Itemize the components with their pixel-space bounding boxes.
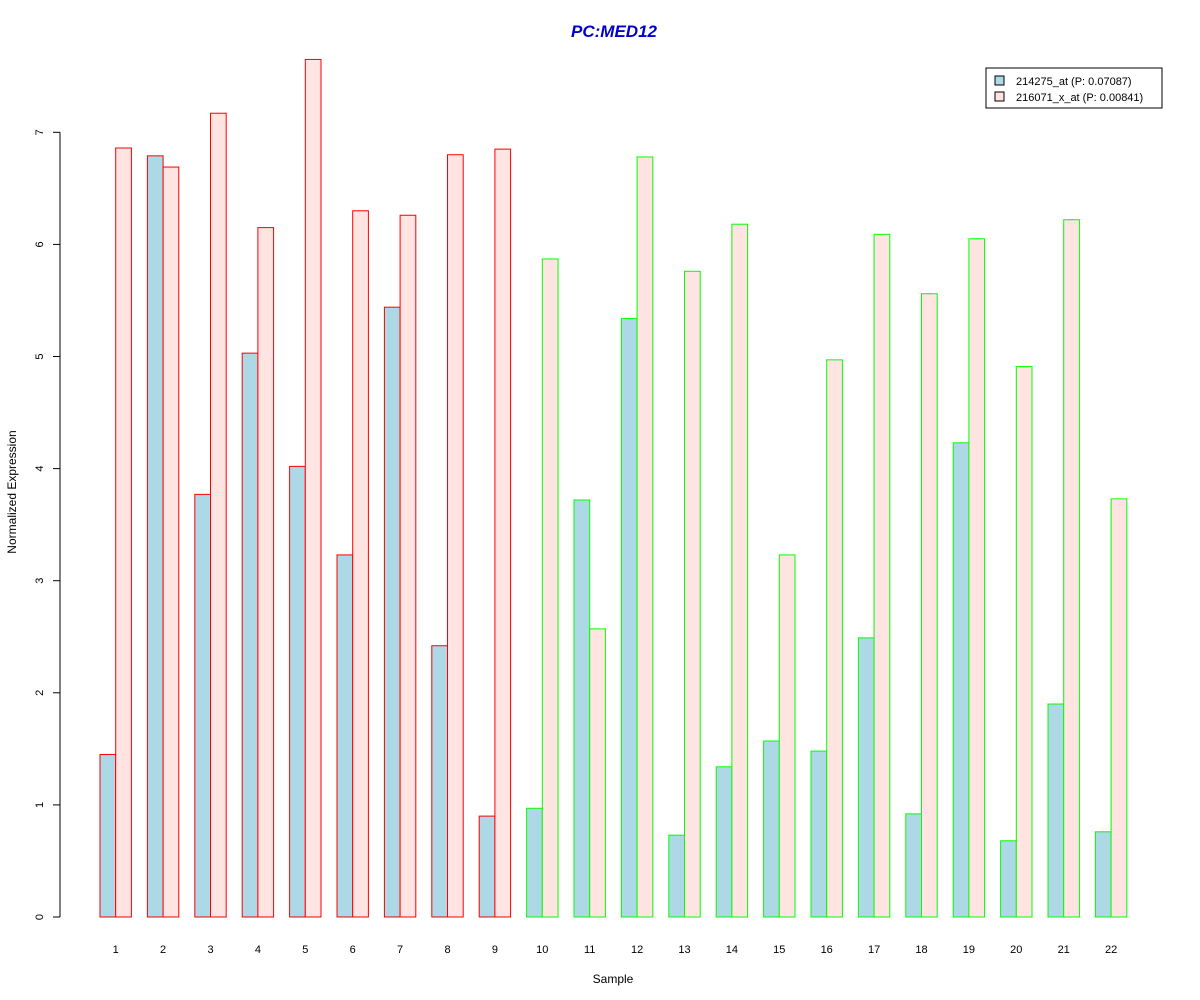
bar-series2-sample-11 xyxy=(589,628,606,918)
bar-series1-sample-7 xyxy=(383,306,401,918)
x-tick-label: 3 xyxy=(207,944,213,956)
bar-series1-sample-11 xyxy=(573,499,591,918)
x-tick-label: 20 xyxy=(1010,944,1022,956)
bar-series1-sample-8 xyxy=(431,645,448,918)
y-tick-label: 1 xyxy=(34,802,46,808)
bar-series1-sample-3 xyxy=(194,493,212,918)
bar-series1-sample-12 xyxy=(620,317,638,918)
bar-series2-sample-1 xyxy=(115,147,132,918)
bar-series1-sample-20 xyxy=(1000,840,1017,918)
legend-label-series1: 214275_at (P: 0.07087) xyxy=(1016,76,1132,88)
bar-series2-sample-3 xyxy=(210,112,227,918)
x-tick-label: 16 xyxy=(821,944,833,956)
y-tick-label: 2 xyxy=(34,690,46,696)
legend-swatch-series2 xyxy=(994,91,1005,102)
bar-series1-sample-22 xyxy=(1094,831,1112,918)
x-tick-label: 18 xyxy=(915,944,927,956)
y-tick-label: 4 xyxy=(34,466,46,472)
bar-series2-sample-20 xyxy=(1015,366,1033,918)
bar-series2-sample-17 xyxy=(873,233,891,918)
legend-box xyxy=(985,67,1163,109)
legend-label-series2: 216071_x_at (P: 0.00841) xyxy=(1016,92,1143,104)
bar-series2-sample-4 xyxy=(257,227,275,918)
x-tick-label: 4 xyxy=(255,944,261,956)
x-axis-label: Sample xyxy=(593,972,634,986)
x-tick-label: 15 xyxy=(773,944,785,956)
bar-series1-sample-10 xyxy=(526,807,543,918)
bar-series1-sample-14 xyxy=(715,766,733,918)
x-tick-labels: 1 2 3 4 5 6 7 8 9 10 11 12 13 14 15 16 17 18 19 20 21 22 xyxy=(113,944,1118,956)
bar-series1-sample-1 xyxy=(99,753,117,918)
x-tick-label: 1 xyxy=(113,944,119,956)
chart-title: PC:MED12 xyxy=(571,22,658,41)
bar-series2-sample-7 xyxy=(399,214,417,918)
y-axis: 0 1 2 3 4 5 6 7 xyxy=(34,129,61,920)
bar-series1-sample-21 xyxy=(1047,703,1065,918)
y-tick-label: 5 xyxy=(34,353,46,359)
bar-series2-sample-13 xyxy=(684,270,701,918)
bar-series2-sample-21 xyxy=(1063,219,1080,918)
bar-series2-sample-15 xyxy=(778,554,796,918)
bar-series2-sample-8 xyxy=(447,154,464,918)
bar-series2-sample-16 xyxy=(826,359,843,918)
x-tick-label: 9 xyxy=(492,944,498,956)
x-tick-label: 6 xyxy=(350,944,356,956)
y-tick-label: 7 xyxy=(34,129,46,135)
bar-series1-sample-16 xyxy=(810,750,828,918)
x-tick-label: 19 xyxy=(963,944,975,956)
bar-series2-sample-5 xyxy=(304,58,322,918)
bar-series1-sample-9 xyxy=(478,815,496,918)
bar-series2-sample-6 xyxy=(352,210,369,918)
bar-series1-sample-5 xyxy=(289,465,306,918)
y-tick-label: 3 xyxy=(34,578,46,584)
x-tick-label: 17 xyxy=(868,944,880,956)
x-tick-label: 5 xyxy=(302,944,308,956)
x-tick-label: 21 xyxy=(1058,944,1070,956)
bar-series1-sample-13 xyxy=(668,834,685,918)
bar-series1-sample-4 xyxy=(241,352,259,918)
y-tick-label: 0 xyxy=(34,914,46,920)
y-tick-label: 6 xyxy=(34,241,46,247)
bar-series1-sample-17 xyxy=(857,637,875,918)
y-axis-label: Normalized Expression xyxy=(5,430,19,553)
bar-series2-sample-18 xyxy=(921,293,938,918)
x-tick-label: 22 xyxy=(1105,944,1117,956)
x-tick-label: 2 xyxy=(160,944,166,956)
bar-series2-sample-22 xyxy=(1110,498,1128,918)
x-tick-label: 14 xyxy=(726,944,738,956)
bar-series1-sample-15 xyxy=(763,740,780,918)
x-tick-label: 11 xyxy=(584,944,595,956)
legend: 214275_at (P: 0.07087) 216071_x_at (P: 0.… xyxy=(985,67,1163,109)
bar-series1-sample-18 xyxy=(905,813,922,918)
bar-series2-sample-2 xyxy=(162,166,180,918)
bar-series1-sample-2 xyxy=(146,155,164,918)
bar-series1-sample-6 xyxy=(336,554,354,918)
bar-series2-sample-14 xyxy=(731,223,749,918)
x-tick-label: 10 xyxy=(536,944,548,956)
x-tick-label: 13 xyxy=(678,944,690,956)
bar-series2-sample-12 xyxy=(636,156,654,918)
bar-series2-sample-19 xyxy=(968,238,986,918)
bar-series1-sample-19 xyxy=(952,442,970,918)
x-tick-label: 8 xyxy=(444,944,450,956)
x-tick-label: 12 xyxy=(631,944,643,956)
bars-group xyxy=(99,58,1128,918)
bar-series2-sample-9 xyxy=(494,148,512,918)
bar-series2-sample-10 xyxy=(541,258,559,918)
legend-swatch-series1 xyxy=(994,75,1005,86)
x-tick-label: 7 xyxy=(397,944,403,956)
